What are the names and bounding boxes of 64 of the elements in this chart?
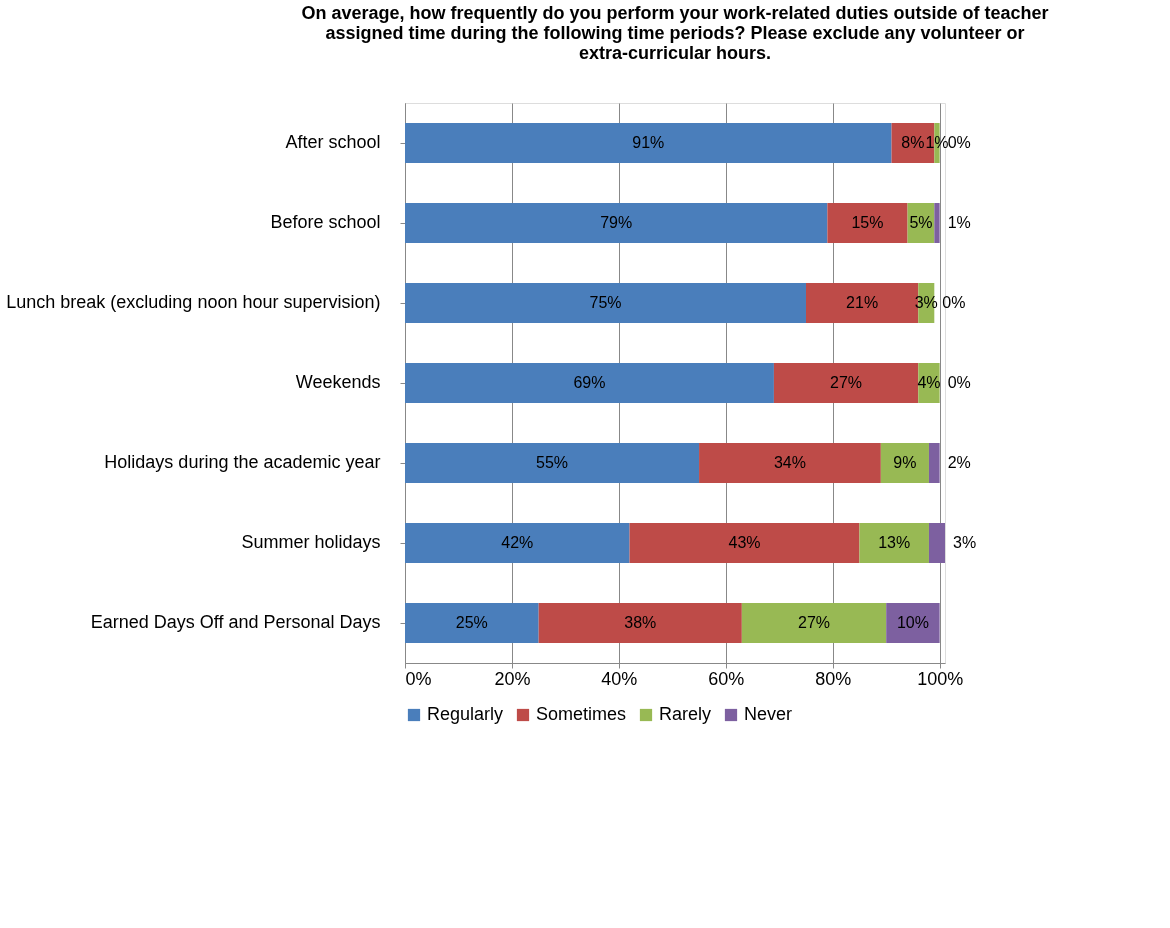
data-label: 3%	[953, 534, 977, 551]
data-label: 42%	[501, 534, 534, 551]
bar	[880, 443, 929, 483]
legend-label: Rarely	[659, 704, 712, 724]
bar	[405, 123, 892, 163]
data-label: 34%	[773, 454, 806, 471]
data-label: 43%	[728, 534, 761, 551]
y-tick-label: Earned Days Off and Personal Days	[90, 612, 381, 632]
y-tick-label: Holidays during the academic year	[104, 452, 381, 472]
bar	[934, 203, 940, 243]
data-label: 27%	[797, 614, 831, 631]
legend-label: Sometimes	[536, 704, 627, 724]
bar	[538, 603, 742, 643]
data-label: 9%	[893, 454, 917, 471]
y-tick-label: Summer holidays	[241, 532, 381, 552]
data-label: 0%	[947, 134, 971, 151]
x-tick-label: 100%	[917, 668, 964, 689]
bar	[405, 203, 828, 243]
bar	[405, 283, 806, 323]
data-label: 1%	[947, 214, 971, 231]
legend-label: Regularly	[427, 704, 504, 724]
bar	[699, 443, 881, 483]
bar	[741, 603, 887, 643]
bar	[629, 523, 860, 563]
bar	[405, 523, 630, 563]
data-label: 27%	[830, 374, 863, 391]
bar	[405, 443, 700, 483]
x-tick-label: 80%	[815, 668, 852, 689]
data-label: 15%	[851, 214, 884, 231]
x-tick-label: 0%	[405, 668, 432, 689]
data-label: 79%	[600, 214, 633, 231]
data-label: 69%	[573, 374, 606, 391]
data-label: 75%	[589, 294, 622, 311]
x-tick-label: 20%	[494, 668, 531, 689]
bar	[928, 443, 940, 483]
data-label: 4%	[917, 374, 941, 391]
bar	[405, 363, 774, 403]
data-label: 13%	[878, 534, 911, 551]
y-tick-label: Lunch break (excluding noon hour supervision)	[6, 292, 381, 312]
bar	[859, 523, 929, 563]
data-label: 1%	[925, 134, 949, 151]
bar	[773, 363, 919, 403]
data-label: 10%	[896, 614, 929, 631]
bar	[886, 603, 940, 643]
data-label: 91%	[632, 134, 665, 151]
y-tick-label: After school	[285, 132, 381, 152]
bar	[928, 523, 945, 563]
bar	[827, 203, 908, 243]
data-label: 8%	[901, 134, 925, 151]
bar	[405, 603, 539, 643]
x-tick-label: 60%	[708, 668, 745, 689]
y-tick-label: Before school	[270, 212, 381, 232]
data-label: 55%	[536, 454, 569, 471]
legend-label: Never	[744, 704, 793, 724]
data-label: 5%	[909, 214, 933, 231]
data-label: 38%	[624, 614, 657, 631]
data-label: 0%	[942, 294, 966, 311]
data-label: 0%	[947, 374, 971, 391]
data-label: 2%	[947, 454, 971, 471]
data-label: 21%	[846, 294, 879, 311]
chart-title: On average, how frequently do you perform your work-related duties outside of teacher assigned time during the following time periods? Please exclude any volunteer or extra-curricular hours.	[301, 3, 1049, 63]
x-tick-label: 40%	[601, 668, 638, 689]
data-label: 25%	[455, 614, 488, 631]
y-tick-label: Weekends	[295, 372, 381, 392]
